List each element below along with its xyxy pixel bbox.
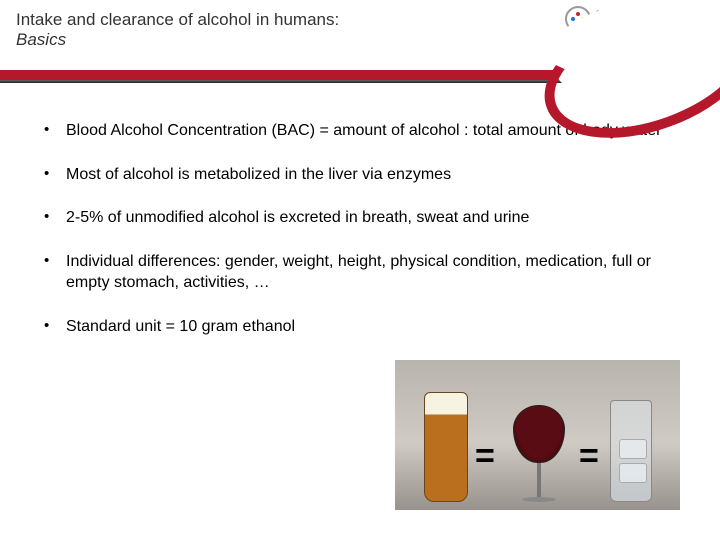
- bullet-mark-icon: •: [44, 316, 66, 338]
- spirit-glass-icon: [610, 400, 652, 502]
- equals-sign: =: [579, 437, 599, 476]
- bullet-item: • 2-5% of unmodified alcohol is excreted…: [44, 207, 680, 229]
- bullet-mark-icon: •: [44, 164, 66, 186]
- bullet-mark-icon: •: [44, 207, 66, 229]
- bullet-item: • Most of alcohol is metabolized in the …: [44, 164, 680, 186]
- header-divider: [0, 70, 720, 88]
- bullet-text: Most of alcohol is metabolized in the li…: [66, 164, 451, 186]
- bullet-text: Individual differences: gender, weight, …: [66, 251, 680, 294]
- bullet-mark-icon: •: [44, 120, 66, 142]
- beer-glass-icon: [424, 392, 468, 502]
- bullet-item: • Standard unit = 10 gram ethanol: [44, 316, 680, 338]
- standard-drinks-image: = =: [395, 360, 680, 510]
- wine-glass-icon: [513, 405, 565, 502]
- bullet-item: • Individual differences: gender, weight…: [44, 251, 680, 294]
- equals-sign: =: [475, 437, 495, 476]
- bullet-text: 2-5% of unmodified alcohol is excreted i…: [66, 207, 529, 229]
- bullet-mark-icon: •: [44, 251, 66, 294]
- bullet-text: Standard unit = 10 gram ethanol: [66, 316, 295, 338]
